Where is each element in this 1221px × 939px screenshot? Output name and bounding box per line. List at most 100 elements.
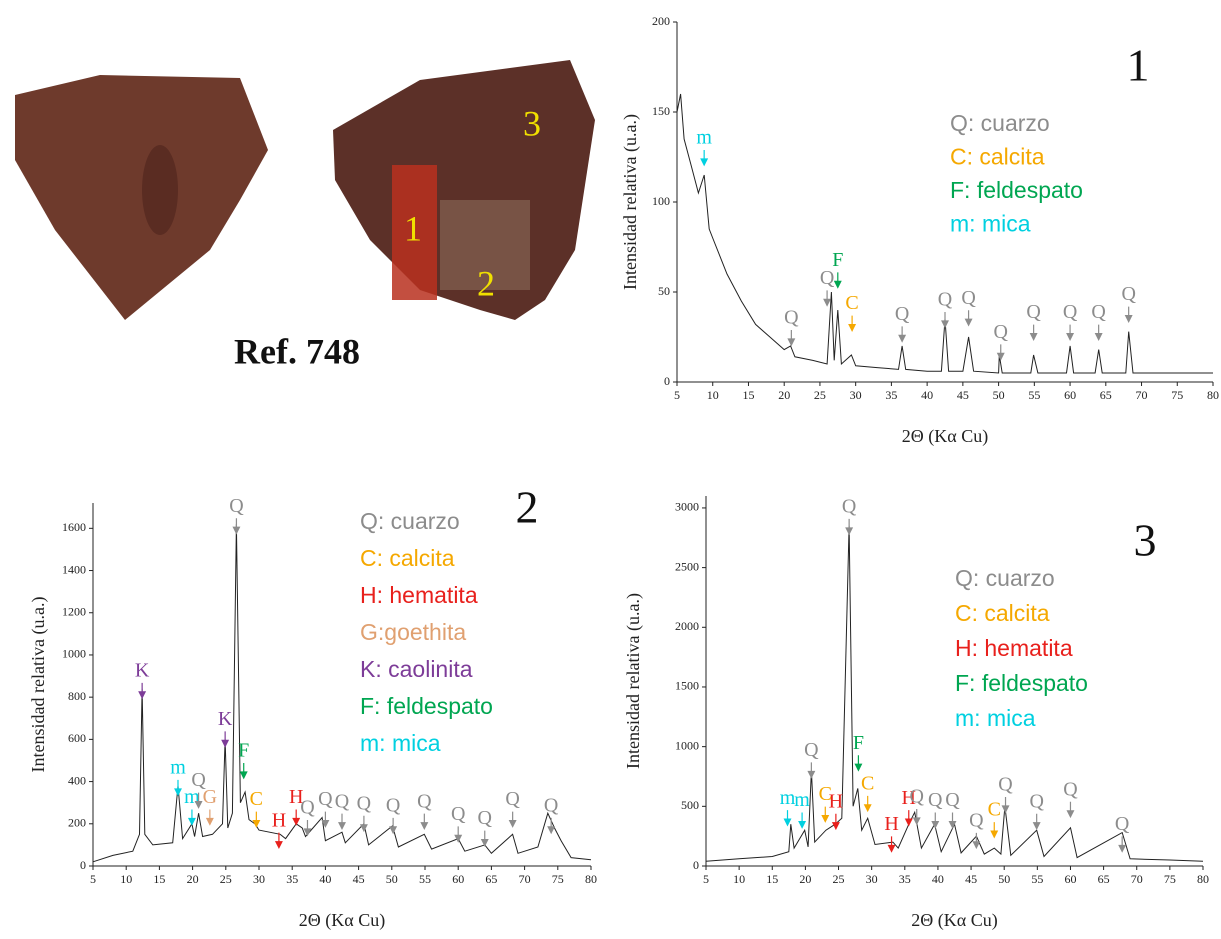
peak-arrow xyxy=(174,779,182,797)
peak-label: Q xyxy=(910,786,925,808)
legend-entry: m: mica xyxy=(360,730,441,756)
peak-arrow xyxy=(863,795,872,813)
peak-arrow xyxy=(912,808,921,826)
peak-arrow xyxy=(990,822,999,839)
x-tick-label: 55 xyxy=(1028,388,1040,402)
x-tick-label: 5 xyxy=(90,872,96,886)
peak-label: H xyxy=(884,813,898,835)
x-tick-label: 40 xyxy=(921,388,933,402)
peak-arrow xyxy=(948,812,957,829)
x-tick-label: 10 xyxy=(707,388,719,402)
y-tick-label: 150 xyxy=(652,104,670,118)
peak-arrow xyxy=(547,817,556,835)
legend-entry: m: mica xyxy=(950,211,1031,237)
sherd-outer xyxy=(15,75,268,320)
x-tick-label: 35 xyxy=(899,872,911,886)
x-tick-label: 50 xyxy=(998,872,1010,886)
y-tick-label: 1600 xyxy=(62,520,86,534)
peak-arrow xyxy=(823,290,832,307)
x-tick-label: 30 xyxy=(866,872,878,886)
x-axis-label: 2Θ (Kα Cu) xyxy=(902,426,988,447)
peak-label: Q xyxy=(961,287,976,309)
x-tick-label: 60 xyxy=(452,872,464,886)
y-axis-label: Intensidad relativa (u.a.) xyxy=(620,114,641,290)
x-tick-label: 35 xyxy=(286,872,298,886)
peak-label: Q xyxy=(300,797,315,819)
peak-label: F xyxy=(238,740,249,762)
peak-label: H xyxy=(902,787,916,809)
peak-label: Q xyxy=(1063,778,1078,800)
peak-arrow xyxy=(187,809,196,826)
legend-entry: C: calcita xyxy=(950,144,1045,170)
peak-arrow xyxy=(303,820,312,837)
peak-arrow xyxy=(898,326,907,343)
peak-label: Q xyxy=(318,788,333,810)
peak-arrow xyxy=(1066,801,1075,819)
x-tick-label: 25 xyxy=(814,388,826,402)
legend-entry: Q: cuarzo xyxy=(950,110,1050,136)
y-tick-label: 500 xyxy=(681,798,699,812)
peak-arrow xyxy=(831,813,840,831)
x-tick-label: 10 xyxy=(733,872,745,886)
peak-arrow xyxy=(389,817,398,835)
peak-arrow xyxy=(1118,836,1127,853)
peak-arrow xyxy=(252,811,261,828)
peak-arrow xyxy=(848,315,857,332)
x-tick-label: 15 xyxy=(766,872,778,886)
y-tick-label: 0 xyxy=(664,374,670,388)
x-tick-label: 80 xyxy=(585,872,597,886)
x-tick-label: 55 xyxy=(419,872,431,886)
x-tick-label: 75 xyxy=(1164,872,1176,886)
x-tick-label: 45 xyxy=(965,872,977,886)
y-tick-label: 2000 xyxy=(675,619,699,633)
peak-label: Q xyxy=(1115,813,1130,835)
peak-arrow xyxy=(480,830,489,847)
legend-entry: H: hematita xyxy=(360,582,478,608)
peak-label: C xyxy=(250,788,263,810)
peak-label: C xyxy=(988,799,1001,821)
peak-arrow xyxy=(700,150,709,167)
peak-label: C xyxy=(861,772,874,794)
peak-label: H xyxy=(289,786,303,808)
peak-arrow xyxy=(321,811,330,828)
peak-label: Q xyxy=(1063,301,1078,323)
x-tick-label: 35 xyxy=(885,388,897,402)
legend-entry: Q: cuarzo xyxy=(360,508,460,534)
peak-arrow xyxy=(783,810,792,827)
peak-label: Q xyxy=(842,496,857,518)
x-tick-label: 55 xyxy=(1031,872,1043,886)
photo: 1 2 3 Ref. 748 xyxy=(15,60,595,371)
legend-entry: C: calcita xyxy=(360,545,455,571)
peak-arrow xyxy=(854,755,863,772)
peak-arrow xyxy=(138,682,147,700)
panel-number: 1 xyxy=(1127,40,1150,91)
peak-arrow xyxy=(194,792,203,809)
y-axis-label: Intensidad relativa (u.a.) xyxy=(623,593,644,769)
x-tick-label: 5 xyxy=(674,388,680,402)
peak-label: Q xyxy=(357,792,372,814)
y-tick-label: 0 xyxy=(80,858,86,872)
legend-entry: G:goethita xyxy=(360,619,466,645)
x-tick-label: 20 xyxy=(187,872,199,886)
peak-label: K xyxy=(218,708,233,730)
peak-arrow xyxy=(798,812,807,829)
x-tick-label: 70 xyxy=(1136,388,1148,402)
x-tick-label: 80 xyxy=(1197,872,1209,886)
x-tick-label: 10 xyxy=(120,872,132,886)
peak-label: m xyxy=(696,127,712,149)
x-tick-label: 50 xyxy=(993,388,1005,402)
peak-arrow xyxy=(996,344,1005,361)
peak-label: Q xyxy=(804,739,819,761)
legend-entry: F: feldespato xyxy=(360,693,493,719)
y-tick-label: 0 xyxy=(693,858,699,872)
peak-label: Q xyxy=(994,321,1009,343)
x-tick-label: 40 xyxy=(319,872,331,886)
y-tick-label: 1000 xyxy=(675,738,699,752)
x-tick-label: 65 xyxy=(1098,872,1110,886)
peak-label: F xyxy=(853,732,864,754)
x-tick-label: 80 xyxy=(1207,388,1219,402)
peak-arrow xyxy=(845,518,854,536)
peak-arrow xyxy=(1094,324,1103,341)
diffractogram xyxy=(705,525,1204,862)
